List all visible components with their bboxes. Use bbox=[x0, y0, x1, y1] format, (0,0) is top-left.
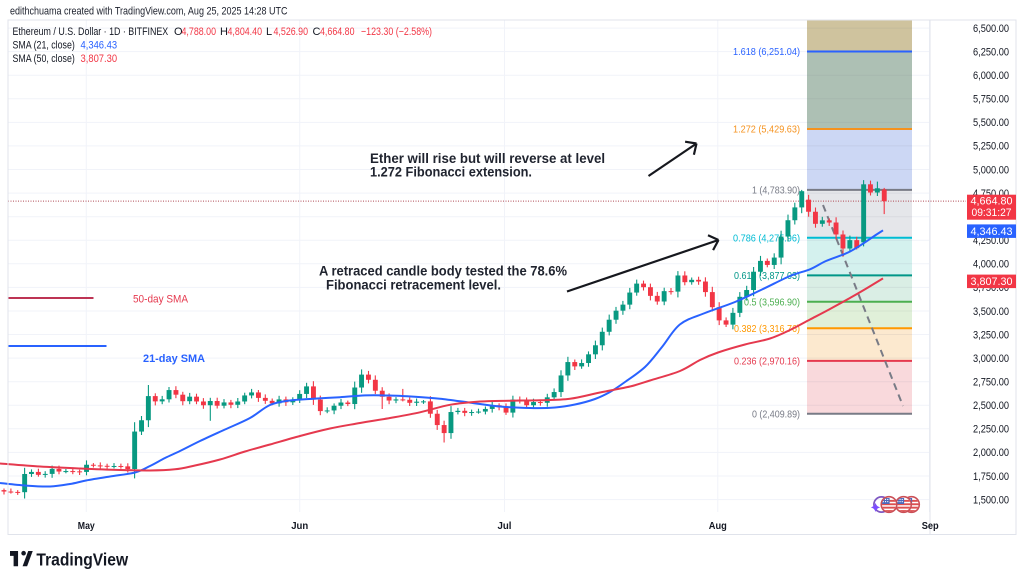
svg-text:0 (2,409.89): 0 (2,409.89) bbox=[752, 408, 800, 420]
svg-text:L: L bbox=[266, 26, 272, 38]
svg-text:3,250.00: 3,250.00 bbox=[973, 329, 1009, 341]
svg-text:4,804.40: 4,804.40 bbox=[228, 26, 263, 38]
svg-text:2,250.00: 2,250.00 bbox=[973, 424, 1009, 436]
svg-text:2,750.00: 2,750.00 bbox=[973, 377, 1009, 389]
svg-text:4,788.00: 4,788.00 bbox=[182, 26, 217, 38]
svg-text:O: O bbox=[174, 26, 183, 38]
svg-text:2,000.00: 2,000.00 bbox=[973, 447, 1009, 459]
svg-text:Aug: Aug bbox=[709, 520, 727, 532]
svg-text:5,250.00: 5,250.00 bbox=[973, 141, 1009, 153]
svg-text:SMA (21, close): SMA (21, close) bbox=[13, 40, 75, 52]
svg-text:Sep: Sep bbox=[922, 520, 939, 532]
svg-text:3,807.30: 3,807.30 bbox=[81, 53, 118, 65]
svg-text:Jun: Jun bbox=[291, 520, 308, 532]
svg-text:edithchuama created with Tradi: edithchuama created with TradingView.com… bbox=[10, 6, 288, 18]
svg-text:SMA (50, close): SMA (50, close) bbox=[13, 53, 75, 65]
svg-text:1.618 (6,251.04): 1.618 (6,251.04) bbox=[733, 46, 800, 58]
svg-text:Fibonacci retracement level.: Fibonacci retracement level. bbox=[326, 278, 501, 293]
svg-text:4,000.00: 4,000.00 bbox=[973, 259, 1009, 271]
svg-text:0.236 (2,970.16): 0.236 (2,970.16) bbox=[734, 356, 800, 368]
svg-text:4,250.00: 4,250.00 bbox=[973, 235, 1009, 247]
svg-text:1,500.00: 1,500.00 bbox=[973, 494, 1009, 506]
svg-text:09:31:27: 09:31:27 bbox=[972, 207, 1012, 219]
svg-text:Ethereum / U.S. Dollar · 1D ·: Ethereum / U.S. Dollar · 1D · BITFINEX bbox=[13, 26, 169, 38]
svg-text:50-day SMA: 50-day SMA bbox=[133, 294, 189, 306]
svg-text:0.382 (3,316.76): 0.382 (3,316.76) bbox=[734, 323, 800, 335]
svg-text:1 (4,783.90): 1 (4,783.90) bbox=[752, 185, 800, 197]
svg-text:3,000.00: 3,000.00 bbox=[973, 353, 1009, 365]
svg-text:2,500.00: 2,500.00 bbox=[973, 400, 1009, 412]
svg-text:6,000.00: 6,000.00 bbox=[973, 70, 1009, 82]
svg-text:0.5 (3,596.90): 0.5 (3,596.90) bbox=[744, 296, 800, 308]
svg-text:H: H bbox=[220, 26, 228, 38]
svg-text:3,500.00: 3,500.00 bbox=[973, 306, 1009, 318]
svg-text:1.272 Fibonacci extension.: 1.272 Fibonacci extension. bbox=[370, 165, 532, 180]
svg-text:4,346.43: 4,346.43 bbox=[81, 40, 118, 52]
svg-text:4,664.80: 4,664.80 bbox=[320, 26, 355, 38]
svg-text:−123.30 (−2.58%): −123.30 (−2.58%) bbox=[361, 26, 432, 38]
svg-text:21-day SMA: 21-day SMA bbox=[143, 353, 205, 365]
svg-text:3,807.30: 3,807.30 bbox=[971, 276, 1013, 288]
svg-text:May: May bbox=[78, 520, 95, 532]
svg-text:5,000.00: 5,000.00 bbox=[973, 164, 1009, 176]
svg-text:5,750.00: 5,750.00 bbox=[973, 94, 1009, 106]
svg-text:4,346.43: 4,346.43 bbox=[971, 226, 1013, 238]
svg-text:5,500.00: 5,500.00 bbox=[973, 117, 1009, 129]
svg-text:C: C bbox=[313, 26, 321, 38]
svg-text:6,500.00: 6,500.00 bbox=[973, 23, 1009, 35]
svg-text:6,250.00: 6,250.00 bbox=[973, 46, 1009, 58]
svg-text:1.272 (5,429.63): 1.272 (5,429.63) bbox=[733, 124, 800, 136]
svg-text:4,664.80: 4,664.80 bbox=[971, 196, 1013, 208]
svg-text:TradingView: TradingView bbox=[36, 550, 128, 570]
svg-text:Ether will rise but will rever: Ether will rise but will reverse at leve… bbox=[370, 151, 605, 166]
svg-text:4,526.90: 4,526.90 bbox=[274, 26, 309, 38]
svg-text:1,750.00: 1,750.00 bbox=[973, 471, 1009, 483]
svg-text:A retraced candle body tested: A retraced candle body tested the 78.6% bbox=[319, 264, 567, 279]
svg-text:Jul: Jul bbox=[498, 520, 512, 532]
